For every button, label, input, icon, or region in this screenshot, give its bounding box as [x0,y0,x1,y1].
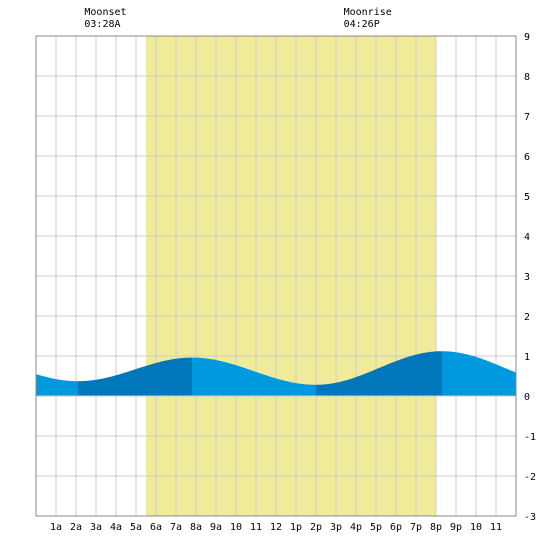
x-tick-label: 1a [50,522,62,533]
x-tick-label: 6p [390,522,402,533]
y-tick-label: 0 [524,392,530,403]
x-tick-label: 2p [310,522,322,533]
tide-area-falling [192,357,316,396]
x-tick-label: 10 [230,522,242,533]
x-tick-label: 11 [250,522,262,533]
x-tick-label: 3a [90,522,102,533]
x-tick-label: 8a [190,522,202,533]
y-tick-label: -3 [524,512,536,523]
tide-area-falling [36,374,78,396]
moon-event-time: 04:26P [344,19,380,30]
tide-area-rising [316,351,442,396]
x-tick-label: 2a [70,522,82,533]
moon-event-label: Moonset [84,7,126,18]
moon-event-label: Moonrise [344,7,392,18]
y-tick-label: 6 [524,152,530,163]
plot-frame [35,35,517,517]
x-tick-label: 9p [450,522,462,533]
x-tick-label: 6a [150,522,162,533]
x-tick-label: 12 [270,522,282,533]
y-tick-label: 4 [524,232,530,243]
x-tick-label: 10 [470,522,482,533]
y-tick-label: 8 [524,72,530,83]
x-tick-label: 7p [410,522,422,533]
x-tick-label: 5p [370,522,382,533]
x-tick-label: 11 [490,522,502,533]
tide-area-falling [442,351,516,396]
x-tick-label: 4a [110,522,122,533]
y-tick-label: -1 [524,432,536,443]
x-tick-label: 8p [430,522,442,533]
y-tick-label: 2 [524,312,530,323]
x-tick-label: 4p [350,522,362,533]
y-tick-label: 3 [524,272,530,283]
y-tick-label: -2 [524,472,536,483]
x-tick-label: 9a [210,522,222,533]
y-tick-label: 5 [524,192,530,203]
x-tick-label: 1p [290,522,302,533]
x-tick-label: 3p [330,522,342,533]
moon-event-time: 03:28A [84,19,120,30]
y-tick-label: 7 [524,112,530,123]
tide-area-rising [78,357,192,396]
y-tick-label: 9 [524,32,530,43]
x-tick-label: 5a [130,522,142,533]
y-tick-label: 1 [524,352,530,363]
x-tick-label: 7a [170,522,182,533]
